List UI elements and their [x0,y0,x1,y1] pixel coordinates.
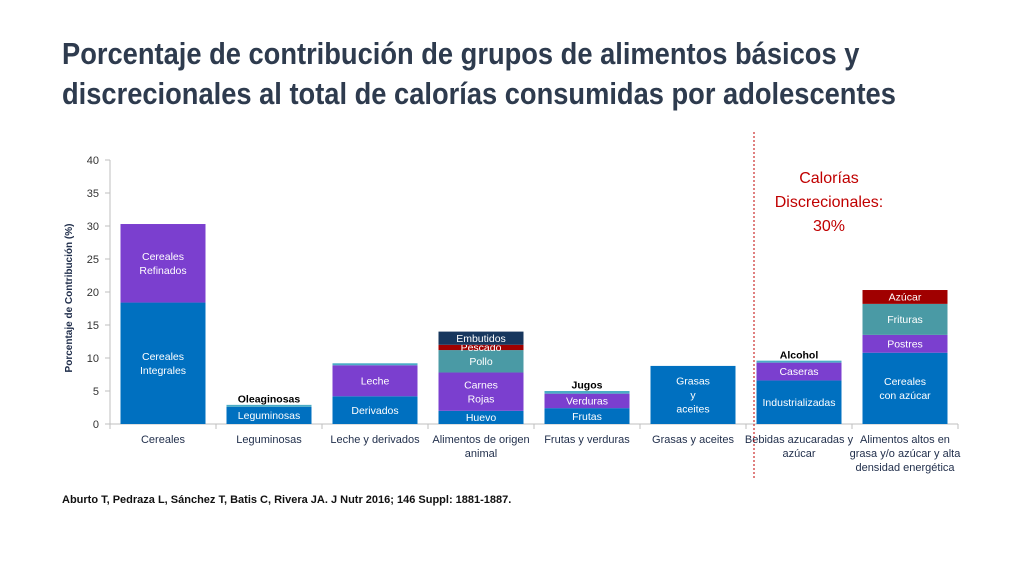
bar-segment-label: Huevo [466,412,497,424]
y-tick-label: 20 [87,287,99,299]
bar-segment [544,393,630,409]
bar-segment [332,396,418,424]
bar-segment-label: Postres [887,338,923,350]
bar-segment-label: Pescado [461,342,502,354]
bar-segment [756,360,842,363]
bar-segment-label: Grasas y aceites [676,376,710,416]
bar-segment-label: Alcohol [780,349,819,361]
bar-segment [438,350,524,373]
x-category-label: Alimentos de origen animal [432,434,529,460]
y-tick-label: 40 [87,155,99,167]
bar-segment-label: Leguminosas [238,410,300,422]
bar-segment-label: Caseras [779,366,818,378]
discretionary-annotation-line: Discrecionales: [775,194,883,211]
source-citation: Aburto T, Pedraza L, Sánchez T, Batis C,… [62,494,512,506]
bar-segment-label: Frutas [572,411,602,423]
discretionary-annotation-line: Calorías [799,170,859,187]
x-category-label: Leche y derivados [330,434,420,446]
bar-segment-label: Carnes Rojas [464,379,498,405]
title-line-2: discrecionales al total de calorías cons… [62,76,896,111]
y-tick-label: 0 [93,419,99,431]
bar-segment [862,352,948,424]
bar-segment-label: Azúcar [889,292,922,304]
bar-segment [226,404,312,407]
bar-segment-label: Frituras [887,314,923,326]
x-category-label: Alimentos altos en grasa y/o azúcar y alt… [850,434,962,474]
y-tick-label: 10 [87,353,99,365]
x-category-label: Bebidas azucaradas y azúcar [745,434,854,460]
bar-segment [120,224,206,303]
bar-segment [862,290,948,304]
bar-segment [862,303,948,335]
bar-segment-label: Cereales con azúcar [879,376,931,402]
bar-segment [120,302,206,424]
bar-segment-label: Cereales Integrales [140,351,186,377]
page-title: Porcentaje de contribución de grupos de … [62,34,896,114]
bar-segment-label: Oleaginosas [238,394,301,406]
x-category-label: Leguminosas [236,434,302,446]
bar-segment [332,363,418,366]
bar-segment-label: Verduras [566,396,608,408]
y-tick-label: 35 [87,188,99,200]
bar-segment [756,362,842,381]
x-category-label: Cereales [141,434,186,446]
bar-segment [756,380,842,424]
y-tick-label: 5 [93,386,99,398]
bar-segment-label: Leche [361,375,390,387]
x-category-label: Frutas y verduras [544,434,630,446]
bar-segment [438,410,524,424]
discretionary-annotation-line: 30% [813,218,845,235]
x-category-label: Grasas y aceites [652,434,734,446]
bar-segment [544,408,630,424]
bar-segment [332,365,418,397]
bar-segment-label: Derivados [351,405,398,417]
bar-segment [438,344,524,351]
title-line-1: Porcentaje de contribución de grupos de … [62,36,860,71]
y-axis-label: Porcentaje de Contribución (%) [64,224,75,373]
bar-segment-label: Embutidos [456,333,506,345]
bar-segment [544,391,630,394]
bar-segment-label: Cereales Refinados [139,251,186,277]
bar-segment-label: Pollo [469,356,493,368]
bar-segment [438,372,524,411]
y-tick-label: 25 [87,254,99,266]
bar-segment [862,334,948,353]
y-tick-label: 30 [87,221,99,233]
bar-segment [226,406,312,424]
bar-segment-label: Jugos [572,380,603,392]
bar-segment [438,331,524,345]
bar-segment-label: Industrializadas [763,397,836,409]
bar-segment [650,365,736,424]
y-tick-label: 15 [87,320,99,332]
